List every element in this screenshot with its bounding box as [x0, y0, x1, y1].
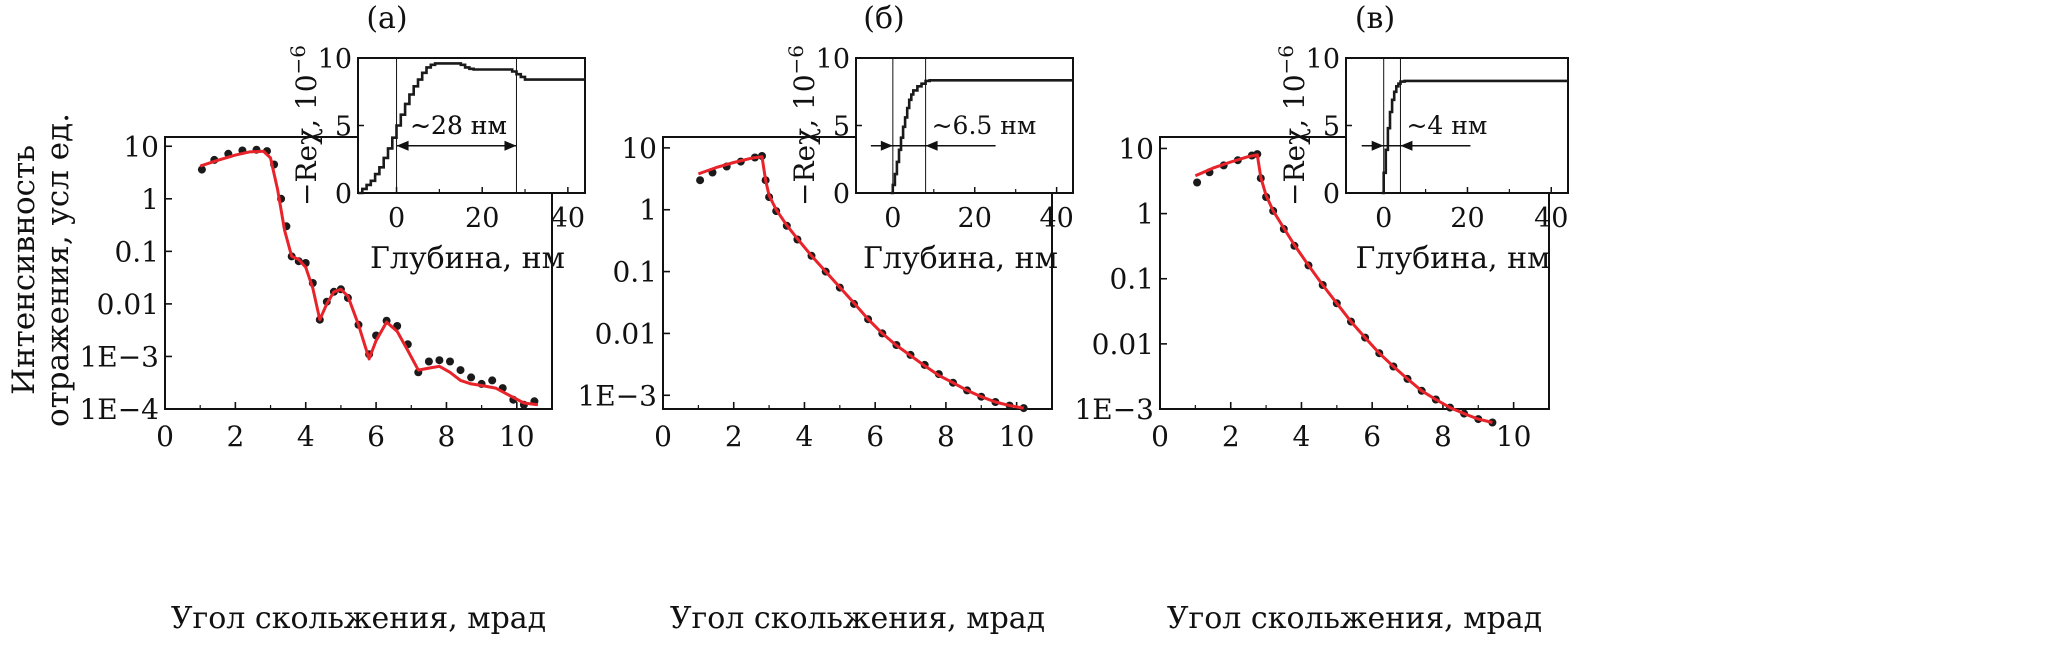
inset-plot: 0 20 40 0 5 10 Глубина, нм −Reχ, 10−6 ~6.5 нм: [784, 44, 1074, 276]
data-point: [456, 366, 465, 375]
y-tick-label: 1E−3: [577, 379, 657, 412]
x-tick-label: 6: [1363, 420, 1381, 453]
inset-y-tick-label: 10: [816, 44, 850, 75]
inset-y-tick-label: 5: [833, 112, 850, 143]
inset-x-tick-label: 0: [1375, 203, 1392, 234]
x-tick-label: 0: [1151, 420, 1169, 453]
inset-y-tick-label: 5: [1323, 112, 1340, 143]
inset-y-axis-label: −Reχ, 10−6: [784, 45, 821, 206]
x-axis-label: Угол скольжения, мрад: [1167, 601, 1542, 636]
fit-curve: [199, 149, 539, 407]
y-tick-label: 10: [123, 130, 159, 163]
y-tick-label: 1: [141, 183, 159, 216]
y-tick-label: 1E−4: [79, 393, 159, 426]
inset-x-axis-label: Глубина, нм: [1356, 241, 1551, 276]
y-tick-label: 10: [621, 132, 657, 165]
data-point: [488, 376, 497, 385]
x-tick-label: 8: [1434, 420, 1452, 453]
inset-arrowhead-left: [880, 140, 893, 151]
fit-curve: [697, 155, 1024, 410]
data-point: [446, 357, 454, 366]
panel-2: (б) 0 2 4 6 8 10 10 1 0.1 0.01 1E−3 Угол скольжения,…: [577, 1, 1074, 636]
fit-curve: [1194, 153, 1493, 424]
x-tick-label: 2: [226, 420, 244, 453]
x-tick-label: 2: [725, 420, 743, 453]
inset-arrowhead-right: [1400, 140, 1413, 151]
main-y-axis-label: Интенсивностьотражения, усл ед.: [6, 113, 76, 427]
x-tick-label: 6: [866, 420, 884, 453]
x-axis-label: Угол скольжения, мрад: [171, 601, 546, 636]
panel-3: (в) 0 2 4 6 8 10 10 1 0.1 0.01 1E−3 Угол скольжения,…: [1074, 1, 1569, 636]
inset-x-tick-label: 40: [551, 203, 585, 234]
x-axis-label: Угол скольжения, мрад: [670, 601, 1045, 636]
inset-x-tick-label: 40: [1534, 203, 1568, 234]
panel-1: (а) 0 2 4 6 8 10 10 1 0.1 0.01 1E−3 1E−4 Угол скольже…: [79, 1, 586, 636]
inset-x-tick-label: 0: [884, 203, 901, 234]
inset-annotation: ~28 нм: [410, 111, 507, 140]
y-tick-label: 0.01: [595, 317, 657, 350]
inset-profile-curve: [890, 79, 1073, 195]
data-point: [197, 165, 206, 174]
x-tick-label: 0: [156, 420, 174, 453]
inset-x-tick-label: 40: [1039, 203, 1073, 234]
inset-y-tick-label: 5: [335, 112, 352, 143]
x-tick-label: 10: [499, 420, 535, 453]
data-point: [1193, 178, 1202, 187]
inset-annotation: ~4 нм: [1406, 111, 1487, 140]
inset-arrowhead-right: [925, 140, 938, 151]
x-tick-label: 10: [1496, 420, 1532, 453]
inset-y-tick-label: 0: [1323, 179, 1340, 210]
x-tick-label: 2: [1222, 420, 1240, 453]
inset-arrowhead-left: [1371, 140, 1384, 151]
data-point: [696, 176, 705, 185]
panel-label: (б): [863, 1, 904, 36]
inset-y-tick-label: 0: [335, 179, 352, 210]
data-point: [435, 356, 444, 365]
x-tick-label: 0: [654, 420, 672, 453]
inset-plot: 0 20 40 0 5 10 Глубина, нм −Reχ, 10−6 ~4 нм: [1274, 44, 1569, 276]
inset-arrowhead-left: [396, 140, 409, 151]
y-tick-label: 1E−3: [79, 340, 159, 373]
y-tick-label: 0.1: [114, 235, 159, 268]
y-tick-label: 10: [1118, 132, 1154, 165]
main-y-axis-label-group: Интенсивностьотражения, усл ед.: [6, 113, 76, 427]
inset-annotation: ~6.5 нм: [932, 111, 1037, 140]
inset-x-axis-label: Глубина, нм: [863, 241, 1058, 276]
inset-x-tick-label: 20: [958, 203, 992, 234]
x-tick-label: 8: [937, 420, 955, 453]
inset-arrowhead-right: [504, 140, 517, 151]
y-tick-label: 1: [639, 194, 657, 227]
y-tick-label: 0.01: [1092, 328, 1154, 361]
inset-x-tick-label: 0: [388, 203, 405, 234]
inset-y-tick-label: 10: [1306, 44, 1340, 75]
y-tick-label: 0.1: [612, 256, 657, 289]
x-tick-label: 10: [999, 420, 1035, 453]
y-tick-label: 1E−3: [1074, 393, 1154, 426]
inset-x-tick-label: 20: [1450, 203, 1484, 234]
x-tick-label: 4: [1293, 420, 1311, 453]
inset-annotation-bg: ~28 нм: [410, 111, 507, 140]
inset-y-tick-label: 0: [833, 179, 850, 210]
x-tick-label: 8: [438, 420, 456, 453]
x-tick-label: 4: [796, 420, 814, 453]
y-tick-label: 0.1: [1109, 263, 1154, 296]
x-tick-label: 6: [367, 420, 385, 453]
y-tick-label: 0.01: [97, 288, 159, 321]
inset-profile-curve: [358, 62, 585, 195]
inset-y-axis-label: −Reχ, 10−6: [286, 45, 323, 206]
y-tick-label: 1: [1136, 198, 1154, 231]
x-tick-label: 4: [297, 420, 315, 453]
inset-y-tick-label: 10: [318, 44, 352, 75]
panel-label: (в): [1355, 1, 1395, 36]
data-point: [424, 357, 433, 366]
inset-profile-curve: [1381, 79, 1568, 195]
inset-x-axis-label: Глубина, нм: [370, 241, 565, 276]
panel-label: (а): [366, 1, 407, 36]
inset-y-axis-label: −Reχ, 10−6: [1274, 45, 1311, 206]
inset-x-tick-label: 20: [465, 203, 499, 234]
data-point: [467, 373, 476, 382]
